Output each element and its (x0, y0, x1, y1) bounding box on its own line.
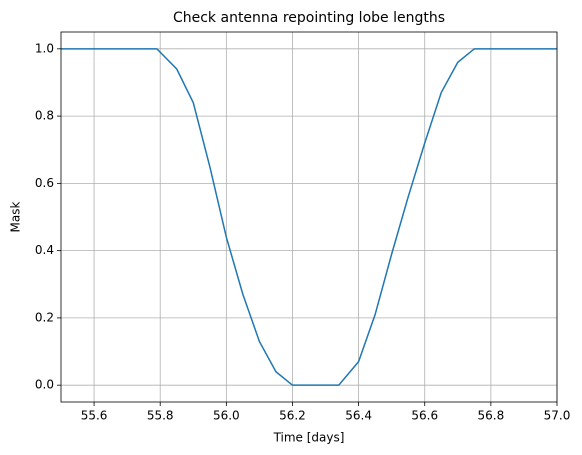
y-tick-label: 0.0 (35, 378, 54, 392)
x-tick-label: 56.4 (345, 409, 372, 423)
plot-frame (60, 31, 558, 403)
x-tick-label: 55.8 (147, 409, 174, 423)
y-axis-label: Mask (9, 202, 23, 233)
x-tick-label: 56.2 (279, 409, 306, 423)
y-tick-label: 1.0 (35, 41, 54, 55)
chart-title: Check antenna repointing lobe lengths (173, 10, 445, 26)
x-axis-label: Time [days] (273, 431, 345, 445)
y-tick-label: 0.4 (35, 243, 54, 257)
line (61, 48, 557, 386)
x-tick-label: 56.8 (478, 409, 505, 423)
y-tick-label: 0.2 (35, 310, 54, 324)
x-tick-label: 57.0 (544, 409, 571, 423)
x-tick-label: 56.0 (213, 409, 240, 423)
y-tick-label: 0.6 (35, 176, 54, 190)
x-tick-label: 56.6 (411, 409, 438, 423)
y-tick-label: 0.8 (35, 109, 54, 123)
x-tick-label: 55.6 (81, 409, 108, 423)
